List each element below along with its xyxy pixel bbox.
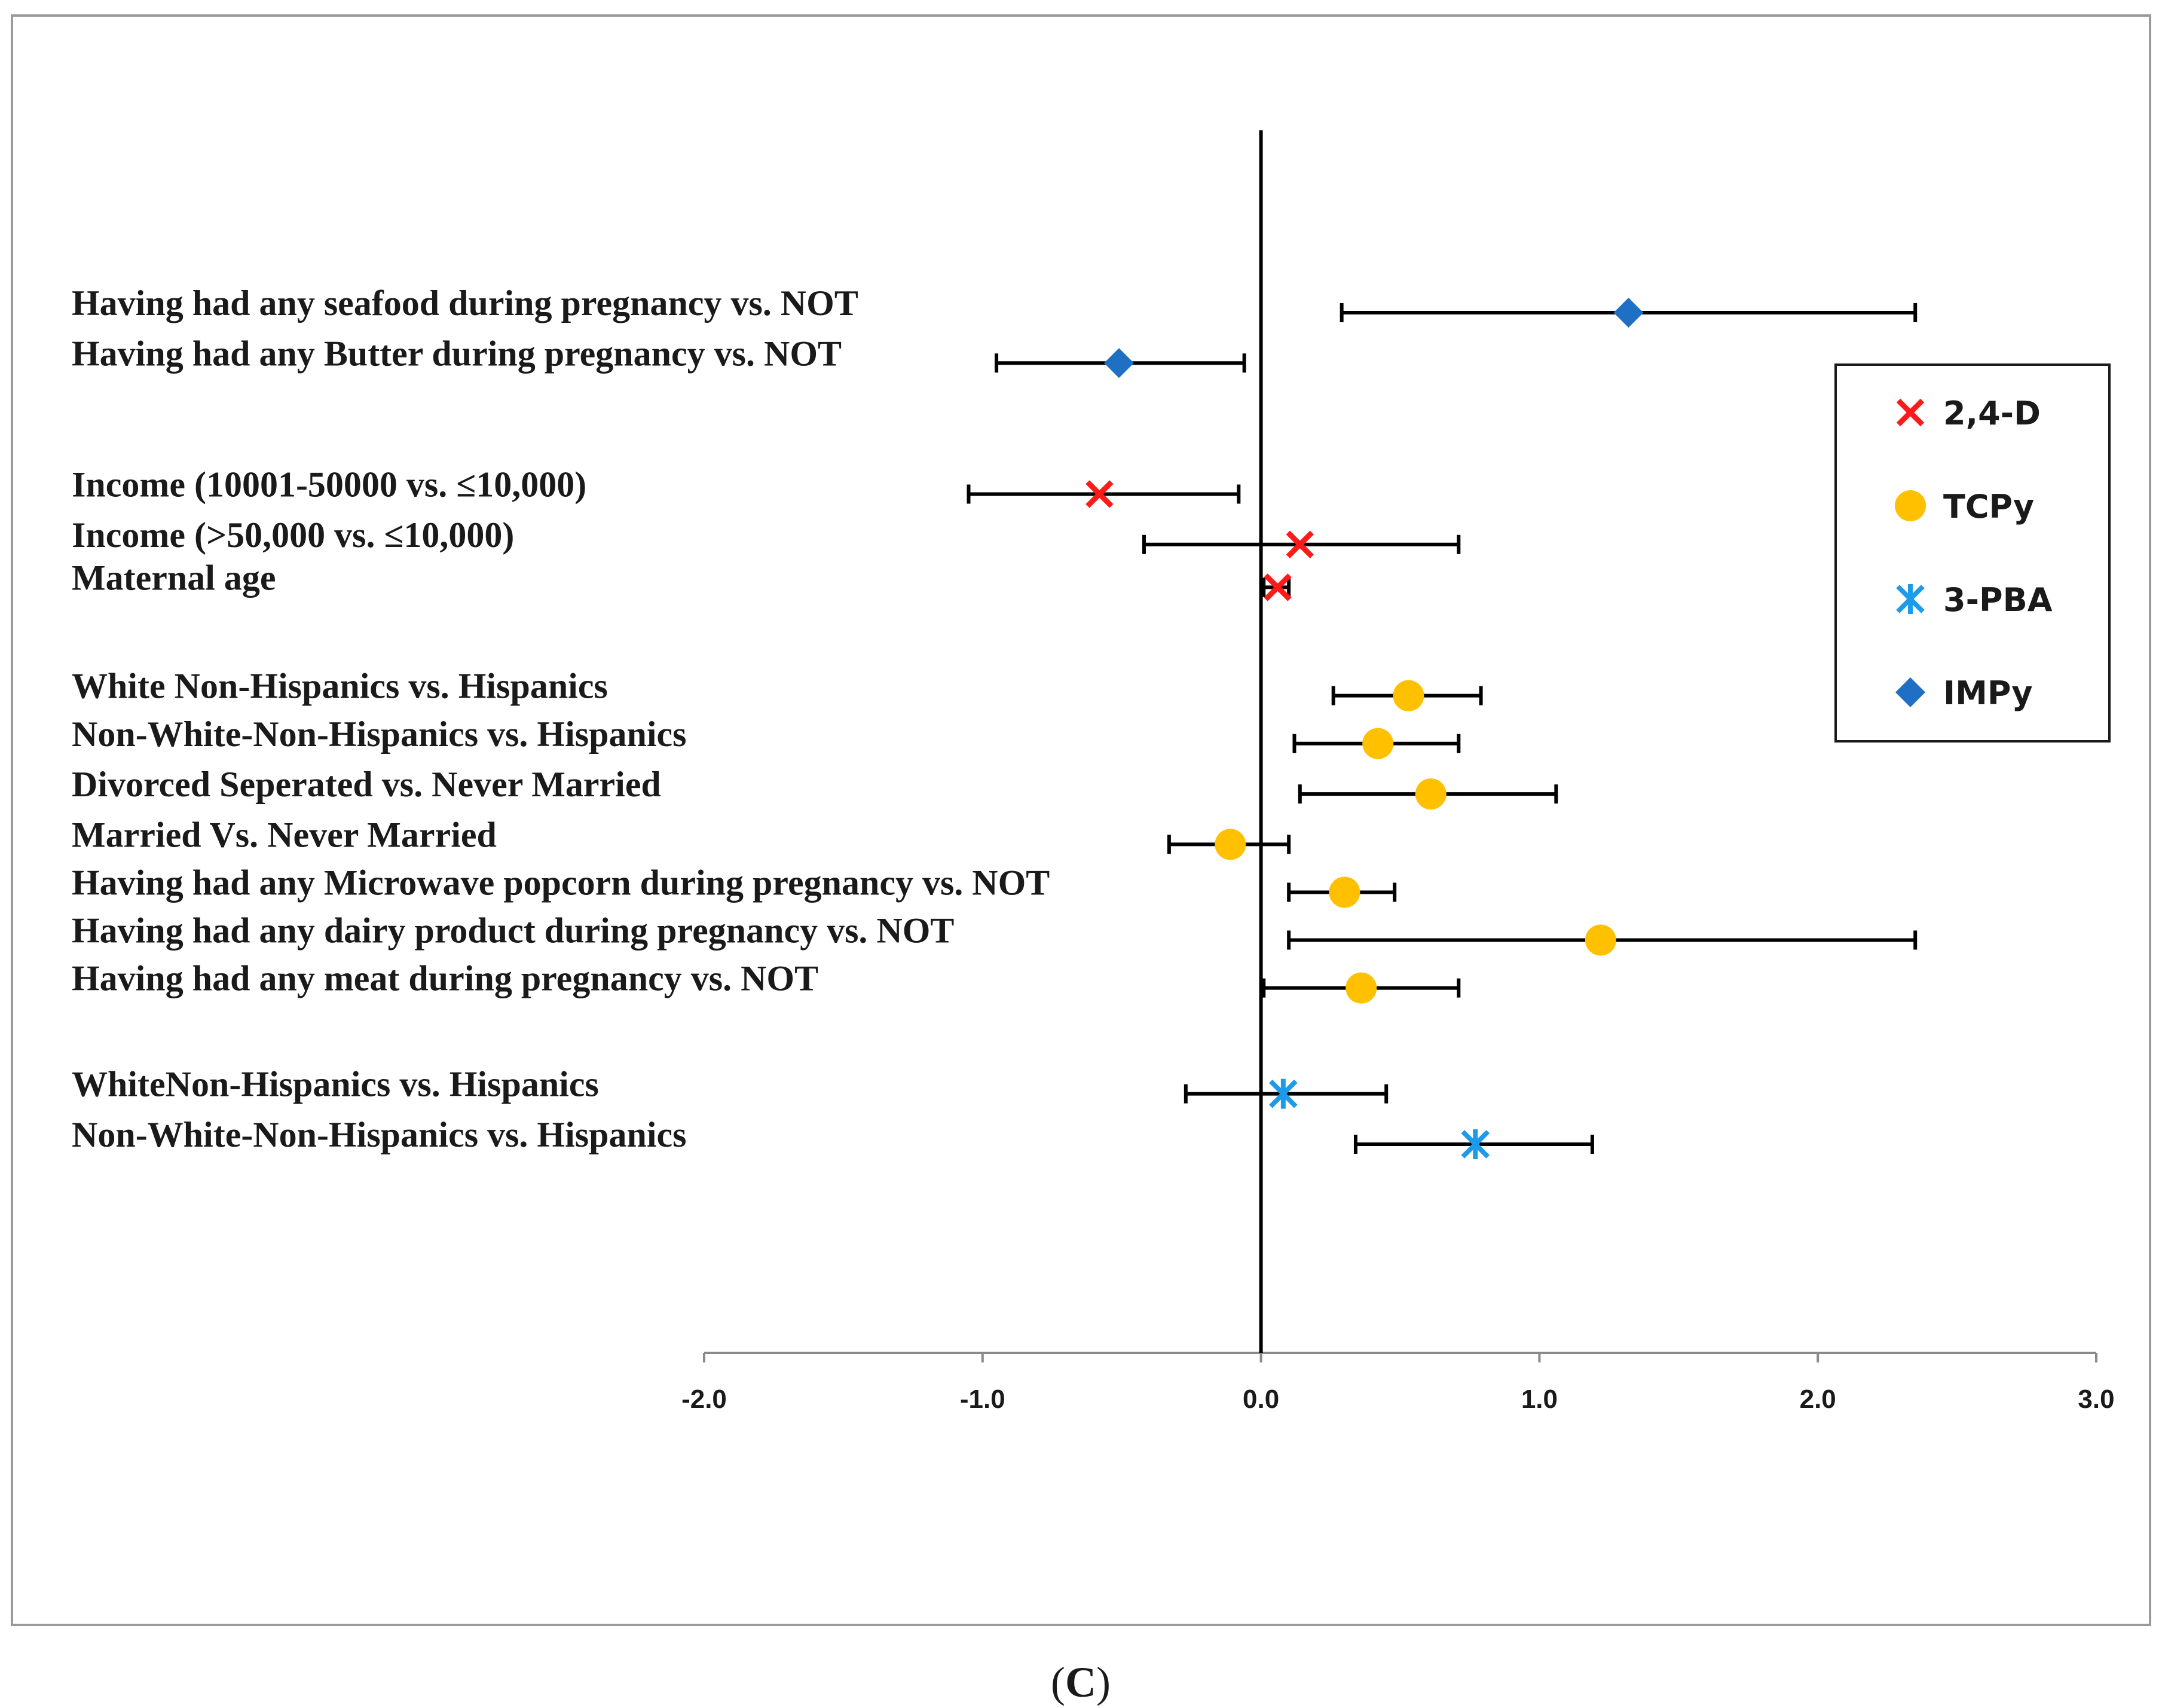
point-estimate (1362, 728, 1394, 759)
point-estimate (1215, 829, 1246, 860)
legend: 2,4-D TCPy 3-PBA IMPy (1834, 363, 2111, 743)
row-label: Maternal age (72, 558, 276, 597)
x-tick-label: 1.0 (1521, 1385, 1558, 1414)
axes: -2.0 -1.0 0.0 1.0 2.0 3.0 (681, 130, 2115, 1414)
legend-label: 2,4-D (1943, 395, 2041, 432)
plot-marks (967, 298, 1918, 1159)
x-tick-label: 0.0 (1243, 1385, 1279, 1414)
caption-close: ) (1096, 1658, 1111, 1706)
legend-marker (1896, 584, 1925, 614)
x-tick-label: 3.0 (2078, 1385, 2114, 1414)
point-estimate (1613, 298, 1644, 328)
legend-marker (1896, 398, 1925, 427)
point-estimate (1085, 480, 1114, 508)
point-estimate (1415, 778, 1447, 810)
legend-marker (1895, 677, 1925, 707)
legend-label: 3-PBA (1943, 581, 2053, 619)
point-estimate (1264, 573, 1292, 601)
row-label: Married Vs. Never Married (72, 815, 497, 854)
x-tick-label: 2.0 (1800, 1385, 1836, 1414)
legend-label: TCPy (1943, 488, 2034, 525)
point-estimate (1585, 924, 1616, 956)
x-tick-label: -2.0 (681, 1385, 727, 1414)
figure-caption: (C) (1051, 1658, 1111, 1706)
row-label: White Non-Hispanics vs. Hispanics (72, 667, 608, 706)
row-label: Having had any meat during pregnancy vs.… (72, 959, 818, 998)
point-estimate (1329, 876, 1360, 908)
point-estimate (1461, 1129, 1490, 1159)
row-label: Non-White-Non-Hispanics vs. Hispanics (72, 714, 687, 754)
row-label: Having had any Butter during pregnancy v… (72, 334, 842, 373)
point-estimate (1286, 530, 1314, 558)
row-label: Having had any seafood during pregnancy … (72, 283, 858, 323)
legend-box (1834, 363, 2111, 743)
row-label: Income (10001-50000 vs. ≤10,000) (72, 465, 586, 504)
row-label: Having had any Microwave popcorn during … (72, 863, 1050, 902)
row-label: Divorced Seperated vs. Never Married (72, 765, 661, 804)
point-estimate (1393, 680, 1424, 711)
row-label: WhiteNon-Hispanics vs. Hispanics (72, 1065, 599, 1104)
legend-label: IMPy (1943, 674, 2033, 712)
point-estimate (1345, 972, 1377, 1004)
row-label: Non-White-Non-Hispanics vs. Hispanics (72, 1115, 687, 1154)
row-label: Income (>50,000 vs. ≤10,000) (72, 515, 514, 555)
row-labels: Having had any seafood during pregnancy … (72, 283, 1050, 1154)
caption-letter: C (1065, 1658, 1096, 1706)
chart-frame (11, 14, 2151, 1626)
point-estimate (1104, 348, 1134, 378)
confidence-interval (967, 484, 1241, 504)
caption-open: ( (1051, 1658, 1065, 1706)
x-tick-label: -1.0 (960, 1385, 1005, 1414)
legend-marker (1895, 490, 1926, 521)
point-estimate (1269, 1078, 1298, 1109)
row-label: Having had any dairy product during preg… (72, 911, 954, 951)
